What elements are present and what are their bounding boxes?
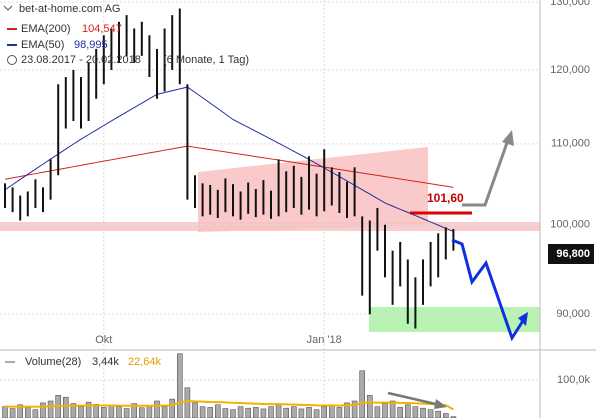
volume-bar: [62, 396, 69, 418]
ema-line: [4, 86, 454, 233]
arrowhead: [518, 312, 528, 326]
volume-bar: [351, 400, 358, 418]
volume-bar: [321, 406, 328, 418]
y-tick-label: 110,000: [551, 138, 590, 150]
up-arrow: [462, 139, 510, 207]
volume-bar: [275, 403, 282, 418]
v-tick-label: 100,0k: [557, 374, 591, 386]
volume-bar: [47, 400, 54, 418]
volume-bar: [192, 402, 198, 418]
volume-bar: [32, 409, 39, 418]
y-tick-label: 130,000: [550, 0, 590, 8]
ema-line: [4, 145, 454, 188]
volume-bar: [290, 406, 297, 418]
volume-bar: [222, 408, 229, 418]
target-zone: [369, 307, 540, 332]
legend-label: EMA(200): [21, 23, 71, 35]
chevron: [3, 5, 13, 11]
volume-bar: [298, 408, 305, 418]
volume-average-line: [5, 400, 454, 411]
volume-bar: [207, 407, 213, 418]
volume-bar: [9, 408, 16, 418]
volume-bar: [397, 407, 404, 418]
volume-bar: [154, 400, 160, 418]
volume-bar: [260, 408, 267, 418]
volume-bar: [108, 405, 115, 418]
volume-bar: [420, 407, 426, 418]
volume-bar: [374, 406, 381, 418]
volume-arrow: [387, 391, 441, 407]
volume-bar: [245, 407, 251, 418]
y-tick-label: 100,000: [550, 219, 590, 231]
volume-bar: [328, 404, 335, 418]
period: (6 Monate, 1 Tag): [163, 54, 249, 66]
date-range: 23.08.2017 - 20.02.2018: [21, 54, 141, 66]
volume-bar: [78, 406, 84, 418]
volume-bar: [40, 402, 46, 418]
legend-label: EMA(50): [21, 39, 64, 51]
y-tick-label: 90,000: [556, 308, 590, 320]
volume-bar: [404, 404, 411, 418]
volume-bar: [336, 407, 343, 418]
price-box: [548, 244, 594, 264]
volume-bar: [101, 407, 107, 418]
x-tick-label: Okt: [95, 334, 112, 346]
volume-bar: [382, 403, 388, 418]
arrowhead: [434, 399, 447, 409]
legend-value: 98,995: [74, 39, 108, 51]
volume-bar: [442, 413, 449, 418]
volume-bar: [313, 409, 320, 418]
volume-bar: [177, 353, 183, 418]
volume-bar: [116, 406, 122, 418]
volume-bar: [24, 407, 31, 418]
volume-bar: [237, 406, 244, 418]
arrowhead: [502, 130, 514, 146]
volume-bar: [253, 407, 259, 418]
volume-bar: [268, 406, 274, 418]
clock-icon: [7, 55, 17, 65]
volume-bar: [283, 407, 290, 418]
volume-bar: [389, 400, 396, 418]
volume-last: 3,44k: [92, 356, 119, 368]
legend-value: 104,547: [82, 23, 122, 35]
volume-bar: [139, 407, 145, 418]
volume-bar: [412, 406, 419, 418]
volume-label: Volume(28): [25, 356, 81, 368]
volume-bar: [435, 410, 442, 418]
annotation: 101,60: [427, 191, 464, 205]
x-tick-label: Jan '18: [307, 334, 342, 346]
volume-bar: [199, 406, 206, 418]
volume-bar: [2, 406, 8, 418]
title: bet-at-home.com AG: [19, 3, 121, 15]
volume-bar: [184, 387, 191, 418]
volume-bar: [359, 370, 366, 418]
last-price: 96,800: [556, 248, 590, 260]
volume-bar: [146, 405, 153, 418]
volume-bar: [161, 406, 168, 418]
y-tick-label: 120,000: [550, 64, 590, 76]
volume-average: 22,64k: [128, 356, 162, 368]
volume-bar: [366, 395, 373, 418]
volume-bar: [427, 409, 434, 418]
volume-bar: [306, 407, 312, 418]
volume-bar: [123, 408, 130, 418]
volume-bar: [215, 404, 221, 418]
volume-bar: [169, 398, 175, 418]
forecast-arrow: [451, 238, 528, 342]
support-band: [0, 222, 540, 231]
volume-bar: [230, 409, 236, 418]
